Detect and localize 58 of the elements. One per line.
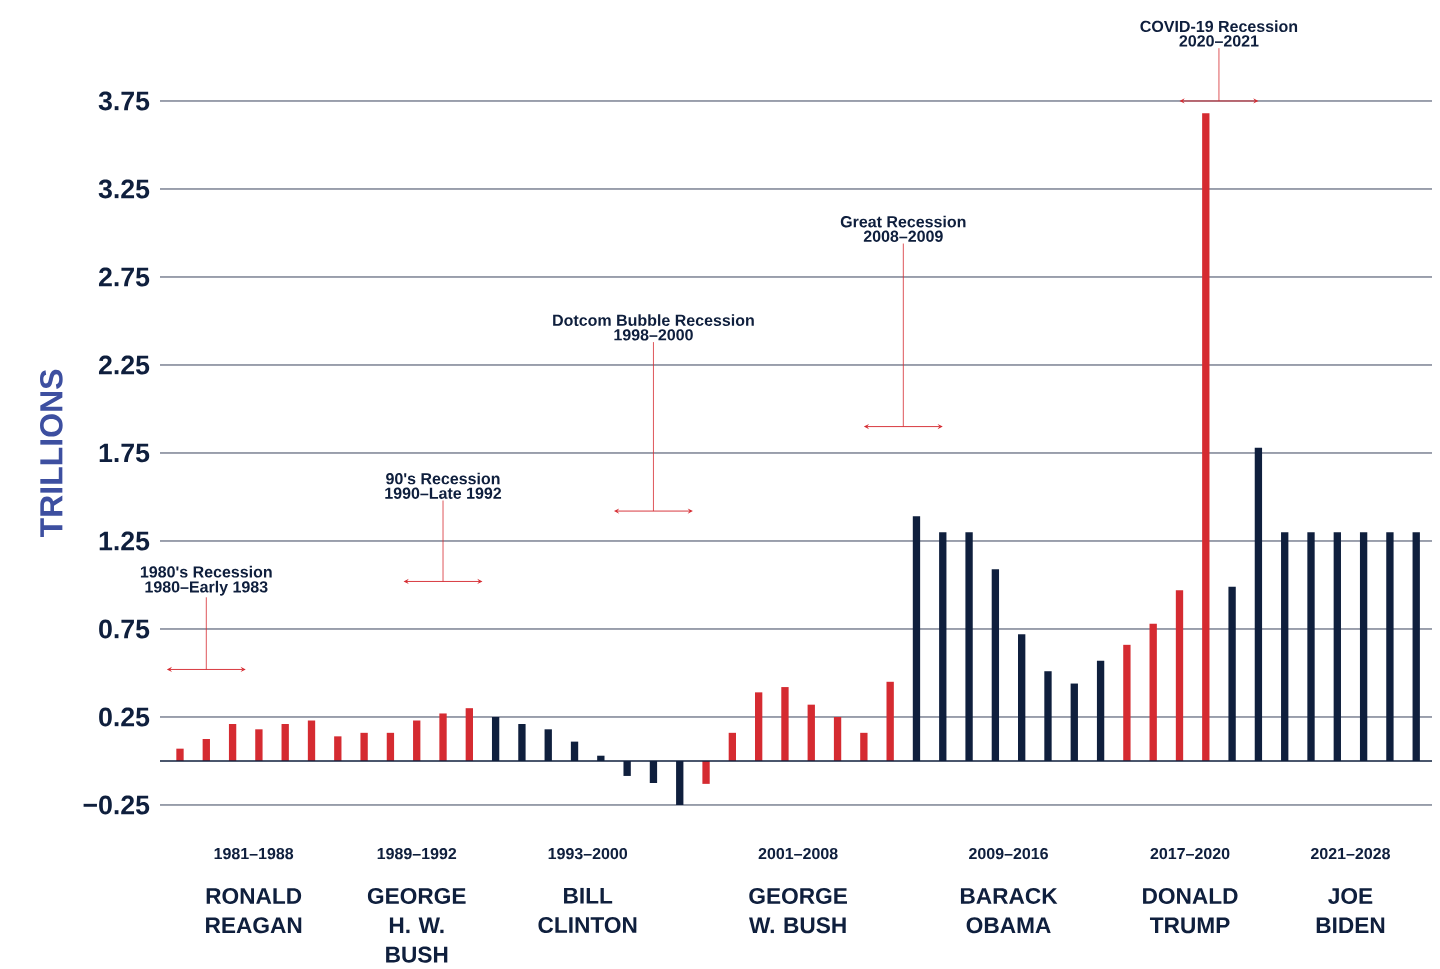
annotation: 1998–2000 [614,329,693,341]
text: 2017–2020 [1150,847,1230,860]
bar [754,692,763,761]
bar [1175,590,1184,761]
text: 2021–2028 [1310,847,1390,860]
bar [202,738,210,761]
y-tick-label: 2.25 [98,355,150,375]
bar [702,760,710,784]
bar [1202,113,1210,761]
text: 1989–1992 [377,847,457,860]
text: GEORGE W. BUSH [749,887,847,934]
text: 2020–2021 [1179,35,1259,47]
bar [176,748,184,761]
text: 1981–1988 [214,847,294,860]
bar [886,681,894,761]
bar [728,732,737,761]
y-tick-label: 3.25 [98,179,150,199]
bar [281,724,289,761]
annotation: 2008–2009 [863,230,943,242]
bar [228,724,237,761]
y-tick-label: 3.75 [98,91,150,111]
text: JOE BIDEN [1316,887,1385,934]
y-tick-label: −0.25 [83,795,150,815]
bar [833,716,842,761]
text: BARACK OBAMA [960,887,1058,934]
text: 2001–2008 [758,847,838,860]
bar [1149,623,1157,761]
bar [413,720,421,761]
bar [360,732,368,761]
y-axis-title: TRILLIONS [40,369,63,538]
annotation: 90's Recession [386,472,500,485]
text: 1993–2000 [548,847,628,860]
bar [860,732,868,761]
bar [386,732,395,761]
annotation: 1980–Early 1983 [145,580,268,596]
bar [439,713,447,761]
bar [334,736,342,761]
bar [1123,644,1131,761]
bar [465,708,473,761]
y-tick-label: 1.75 [99,443,150,463]
bar [307,720,316,761]
annotation: Great Recession [840,215,966,228]
text: RONALD REAGAN [206,887,302,934]
annotation: 1990–Late 1992 [385,487,502,499]
y-tick-label: 0.25 [99,707,150,727]
y-tick-label: 0.75 [99,619,150,639]
y-tick-label: 1.25 [99,531,150,551]
text: COVID-19 Recession [1140,20,1298,33]
y-tick-label: 2.75 [98,267,150,287]
text: DONALD TRUMP [1143,887,1238,934]
bar [255,729,263,761]
bar [807,704,815,761]
annotation: 1980's Recession [140,565,272,578]
text: BILL CLINTON [538,887,637,934]
bar [781,687,789,761]
text: GEORGE H. W. BUSH [367,887,466,963]
text: 2009–2016 [969,847,1048,860]
annotation: Dotcom Bubble Recession [553,314,754,326]
